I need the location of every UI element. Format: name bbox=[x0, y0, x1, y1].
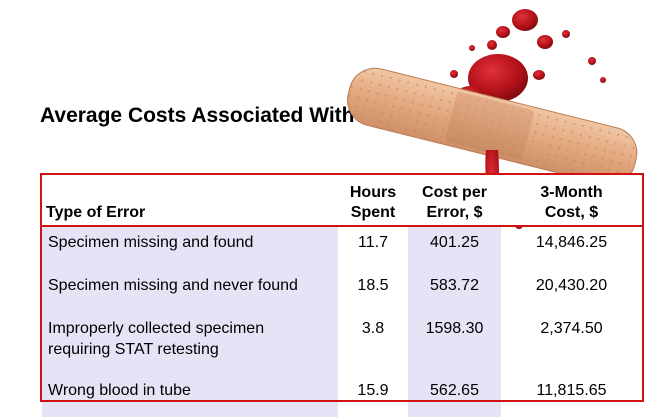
table-row: Specimen missing and never found 18.5 58… bbox=[42, 270, 642, 313]
cell-cost-per-error: 1598.30 bbox=[408, 313, 501, 375]
page-title: Average Costs Associated With Lab Errors bbox=[40, 104, 467, 127]
cell-three-month-cost: 2,374.50 bbox=[540, 320, 603, 337]
cell-type-of-error: Improperly collected specimen requiring … bbox=[42, 313, 338, 375]
cell-type-of-error: Wrong blood in tube bbox=[42, 375, 338, 417]
header-three-month-cost: 3-Month Cost, $ bbox=[501, 175, 642, 226]
header-hours-spent: Hours Spent bbox=[338, 175, 408, 226]
table-row: Wrong blood in tube 15.9 562.65 11,815.6… bbox=[42, 375, 642, 417]
table-header-row: Type of Error Hours Spent Cost per Error… bbox=[42, 175, 642, 226]
cell-three-month-cost: 20,430.20 bbox=[535, 277, 608, 294]
cell-cost-per-error: 401.25 bbox=[408, 226, 501, 270]
cell-type-of-error: Specimen missing and found bbox=[42, 226, 338, 270]
blood-splatter bbox=[450, 9, 606, 153]
cell-hours-spent: 18.5 bbox=[357, 277, 389, 294]
cell-cost-per-error: 562.65 bbox=[408, 375, 501, 417]
header-cost-per-error: Cost per Error, $ bbox=[408, 175, 501, 226]
lab-errors-table: Type of Error Hours Spent Cost per Error… bbox=[42, 175, 642, 417]
cell-hours-spent: 3.8 bbox=[361, 320, 385, 337]
table-row: Improperly collected specimen requiring … bbox=[42, 313, 642, 375]
cell-hours-spent: 15.9 bbox=[357, 382, 389, 399]
table-row: Specimen missing and found 11.7 401.25 1… bbox=[42, 226, 642, 270]
cell-cost-per-error: 583.72 bbox=[408, 270, 501, 313]
cell-type-of-error: Specimen missing and never found bbox=[42, 270, 338, 313]
cell-three-month-cost: 14,846.25 bbox=[535, 234, 608, 251]
header-type-of-error: Type of Error bbox=[42, 175, 338, 226]
cell-three-month-cost: 11,815.65 bbox=[536, 382, 607, 399]
cell-hours-spent: 11.7 bbox=[358, 234, 388, 251]
lab-errors-table-wrapper: Type of Error Hours Spent Cost per Error… bbox=[40, 173, 644, 417]
